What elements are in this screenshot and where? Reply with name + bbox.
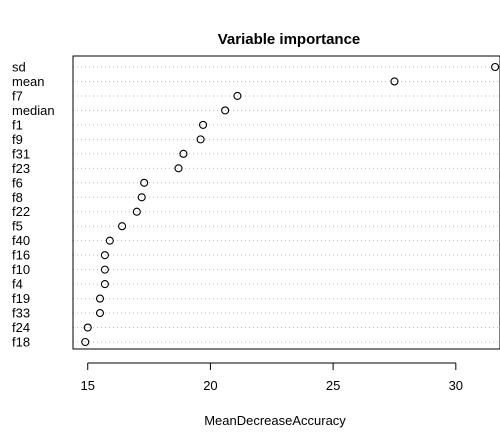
variable-label-f6: f6 xyxy=(12,175,23,190)
variable-label-f10: f10 xyxy=(12,262,30,277)
variable-label-f18: f18 xyxy=(12,335,30,350)
point-f23 xyxy=(174,164,183,173)
variable-label-sd: sd xyxy=(12,60,26,75)
variable-label-median: median xyxy=(12,103,55,118)
point-f9 xyxy=(196,135,205,144)
x-tick-label-20: 20 xyxy=(203,378,217,393)
variable-label-mean: mean xyxy=(12,74,45,89)
data-points xyxy=(81,62,500,347)
variable-label-f8: f8 xyxy=(12,190,23,205)
variable-label-f24: f24 xyxy=(12,320,30,335)
variable-label-f7: f7 xyxy=(12,88,23,103)
point-f18 xyxy=(81,337,90,347)
variable-label-f16: f16 xyxy=(12,248,30,263)
point-f19 xyxy=(95,294,105,303)
variable-label-f5: f5 xyxy=(12,219,23,234)
point-f6 xyxy=(140,178,149,187)
variable-label-f23: f23 xyxy=(12,161,30,176)
gridlines xyxy=(73,66,500,343)
point-f16 xyxy=(100,251,109,260)
point-f24 xyxy=(83,323,92,332)
point-f40 xyxy=(105,236,114,245)
point-f10 xyxy=(100,265,109,274)
point-sd xyxy=(491,62,500,72)
point-f5 xyxy=(118,222,127,231)
variable-label-f1: f1 xyxy=(12,117,23,132)
point-f31 xyxy=(179,149,188,158)
variable-label-f33: f33 xyxy=(12,306,30,321)
point-f33 xyxy=(95,309,105,318)
variable-labels: sdmeanf7medianf1f9f31f23f6f8f22f5f40f16f… xyxy=(12,60,55,350)
x-tick-label-15: 15 xyxy=(80,378,94,393)
variable-label-f4: f4 xyxy=(12,277,23,292)
x-tick-label-30: 30 xyxy=(449,378,463,393)
point-mean xyxy=(390,77,399,86)
point-f7 xyxy=(233,91,242,100)
variable-label-f31: f31 xyxy=(12,146,30,161)
variable-label-f9: f9 xyxy=(12,132,23,147)
point-median xyxy=(221,106,230,115)
variable-label-f19: f19 xyxy=(12,291,30,306)
plot-frame xyxy=(72,55,500,350)
chart-title: Variable importance xyxy=(218,31,361,48)
point-f22 xyxy=(132,207,141,216)
x-axis-label: MeanDecreaseAccuracy xyxy=(204,413,346,428)
point-f1 xyxy=(199,120,208,129)
x-axis: 15 20 25 30 xyxy=(80,362,463,393)
variable-label-f40: f40 xyxy=(12,233,30,248)
variable-label-f22: f22 xyxy=(12,204,30,219)
x-tick-label-25: 25 xyxy=(326,378,340,393)
point-f8 xyxy=(137,193,146,202)
point-f4 xyxy=(100,280,109,289)
